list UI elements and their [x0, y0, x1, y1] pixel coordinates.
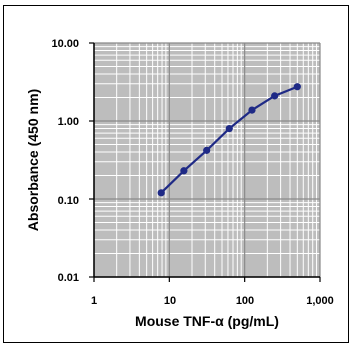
data-point [180, 167, 188, 175]
x-tick-label: 100 [236, 295, 254, 307]
x-axis-title: Mouse TNF-α (pg/mL) [135, 313, 279, 329]
data-point [248, 106, 256, 114]
x-tick-label: 1 [91, 295, 97, 307]
x-tick-label: 1,000 [306, 295, 334, 307]
data-point [157, 189, 165, 197]
data-point [293, 83, 301, 91]
y-tick-labels: 0.01 0.10 1.00 10.00 [51, 38, 79, 284]
plot-layer [89, 42, 321, 282]
x-tick-labels: 1 10 100 1,000 [91, 295, 334, 307]
y-tick-label: 1.00 [58, 116, 79, 128]
y-tick-label: 0.01 [58, 272, 79, 284]
data-point [203, 146, 211, 154]
y-axis-title: Absorbance (450 nm) [25, 89, 41, 231]
data-point [271, 92, 279, 100]
y-tick-label: 10.00 [51, 38, 79, 50]
y-tick-label: 0.10 [58, 195, 79, 207]
x-tick-label: 10 [164, 295, 176, 307]
plot-area [94, 43, 320, 277]
data-point [225, 124, 233, 133]
